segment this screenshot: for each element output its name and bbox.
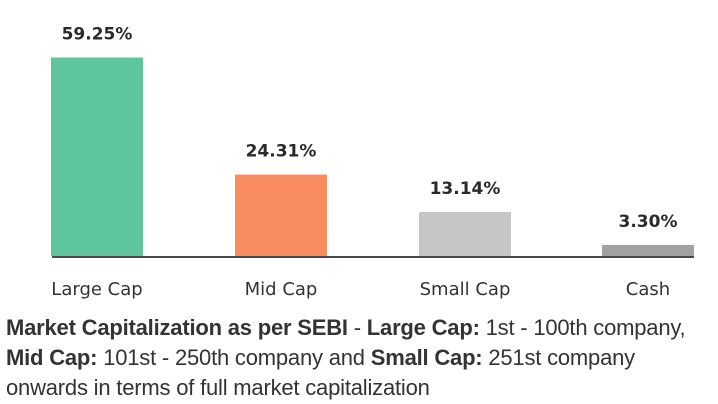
footnote-segment: Mid Cap: [6,345,98,370]
value-label: 13.14% [430,179,501,199]
footnote-segment: Small Cap: [370,345,483,370]
category-label: Small Cap [420,279,511,300]
value-label: 3.30% [619,212,678,232]
bar-cash [602,244,694,256]
bar-small-cap [419,211,511,256]
footnote-segment: 251st company onwards in terms of full m… [6,345,635,400]
bar-mid-cap [235,174,327,256]
footnote-segment: - [347,315,367,340]
footnote-segment: 101st - 250th company and [97,345,371,370]
category-label: Mid Cap [245,279,318,300]
footnote: Market Capitalization as per SEBI - Larg… [6,313,718,403]
category-label: Cash [626,279,670,300]
bar-large-cap [51,57,143,257]
footnote-segment: Large Cap: [366,315,480,340]
bar-chart: 59.25% Large Cap 24.31% Mid Cap 13.14% Small … [51,25,694,300]
value-label: 24.31% [246,142,317,162]
category-label: Large Cap [51,279,142,300]
footnote-segment: 1st - 100th company, [479,315,686,340]
footnote-segment: Market Capitalization as per SEBI [6,315,348,340]
value-label: 59.25% [62,25,133,45]
